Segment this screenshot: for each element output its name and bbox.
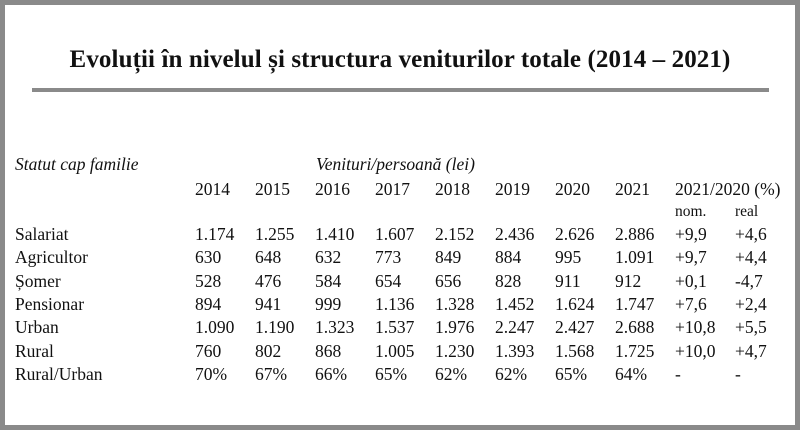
group-header-label: Venituri/persoană (lei) (316, 154, 475, 174)
table-cell: 760 (195, 341, 222, 361)
table-cell-nom: +10,0 (675, 341, 716, 361)
table-cell: 1.230 (435, 341, 475, 361)
table-cell: 1.255 (255, 224, 295, 244)
table-cell-real: -4,7 (735, 271, 763, 291)
table-cell: 999 (315, 294, 342, 314)
year-header-2019: 2019 (495, 179, 530, 199)
row-label-salariat: Salariat (15, 224, 69, 244)
table-cell: 2.626 (555, 224, 595, 244)
row-label-șomer: Șomer (15, 271, 61, 291)
table-cell: 1.393 (495, 341, 535, 361)
row-label-rural: Rural (15, 341, 54, 361)
table-cell: 65% (555, 364, 588, 384)
table-cell: 912 (615, 271, 642, 291)
year-header-2016: 2016 (315, 179, 350, 199)
table-cell: 70% (195, 364, 228, 384)
table-cell: 1.452 (495, 294, 535, 314)
table-cell: 995 (555, 247, 582, 267)
year-header-2015: 2015 (255, 179, 290, 199)
table-cell: 894 (195, 294, 222, 314)
table-cell: 911 (555, 271, 581, 291)
table-cell-nom: +10,8 (675, 317, 716, 337)
table-cell: 632 (315, 247, 342, 267)
table-cell: 1.568 (555, 341, 595, 361)
table-cell: 1.976 (435, 317, 475, 337)
table-cell: 1.005 (375, 341, 415, 361)
year-header-2020: 2020 (555, 179, 590, 199)
table-cell: 884 (495, 247, 522, 267)
table-cell: 1.328 (435, 294, 475, 314)
table-cell: 66% (315, 364, 348, 384)
row-label-urban: Urban (15, 317, 59, 337)
change-subheader-nom: nom. (675, 203, 707, 220)
page-title: Evoluții în nivelul și structura venitur… (69, 46, 731, 73)
table-cell: 1.410 (315, 224, 355, 244)
table-cell: 1.090 (195, 317, 235, 337)
table-cell-real: +5,5 (735, 317, 767, 337)
table-cell: 654 (375, 271, 402, 291)
table-cell: 802 (255, 341, 282, 361)
year-header-2018: 2018 (435, 179, 470, 199)
table-cell: 1.323 (315, 317, 355, 337)
table-cell: 1.725 (615, 341, 655, 361)
table-cell-nom: - (675, 364, 681, 384)
table-cell: 868 (315, 341, 342, 361)
table-cell-nom: +9,9 (675, 224, 707, 244)
row-header-label: Statut cap familie (15, 154, 139, 174)
table-cell: 2.688 (615, 317, 655, 337)
table-cell-real: - (735, 364, 741, 384)
table-cell: 849 (435, 247, 462, 267)
table-cell: 1.537 (375, 317, 415, 337)
table-cell: 64% (615, 364, 648, 384)
table-cell: 2.886 (615, 224, 655, 244)
change-subheader-real: real (735, 203, 759, 220)
row-label-pensionar: Pensionar (15, 294, 85, 314)
table-cell: 828 (495, 271, 522, 291)
table-cell: 62% (435, 364, 468, 384)
table-cell-real: +4,4 (735, 247, 767, 267)
table-cell: 648 (255, 247, 282, 267)
year-header-2014: 2014 (195, 179, 230, 199)
title-underline (32, 88, 769, 92)
table-cell: 1.136 (375, 294, 415, 314)
table-cell-nom: +0,1 (675, 271, 707, 291)
table-cell-real: +4,7 (735, 341, 767, 361)
table-cell-nom: +7,6 (675, 294, 707, 314)
table-cell: 1.747 (615, 294, 655, 314)
table-cell: 62% (495, 364, 528, 384)
row-label-agricultor: Agricultor (15, 247, 88, 267)
table-cell: 1.174 (195, 224, 235, 244)
table-cell-real: +2,4 (735, 294, 767, 314)
table-cell: 1.607 (375, 224, 415, 244)
table-cell-nom: +9,7 (675, 247, 707, 267)
table-cell: 1.091 (615, 247, 655, 267)
table-cell: 1.190 (255, 317, 295, 337)
table-cell: 941 (255, 294, 282, 314)
table-cell: 630 (195, 247, 222, 267)
table-cell: 528 (195, 271, 222, 291)
row-label-rural-urban: Rural/Urban (15, 364, 103, 384)
table-cell: 2.436 (495, 224, 535, 244)
table-cell-real: +4,6 (735, 224, 767, 244)
table-cell: 65% (375, 364, 408, 384)
year-header-2021: 2021 (615, 179, 650, 199)
table-cell: 1.624 (555, 294, 595, 314)
table-cell: 2.247 (495, 317, 535, 337)
change-header: 2021/2020 (%) (675, 179, 781, 199)
table-cell: 2.427 (555, 317, 595, 337)
table-cell: 656 (435, 271, 462, 291)
table-cell: 584 (315, 271, 342, 291)
table-cell: 67% (255, 364, 288, 384)
table-cell: 476 (255, 271, 282, 291)
table-cell: 773 (375, 247, 402, 267)
year-header-2017: 2017 (375, 179, 410, 199)
table-cell: 2.152 (435, 224, 475, 244)
